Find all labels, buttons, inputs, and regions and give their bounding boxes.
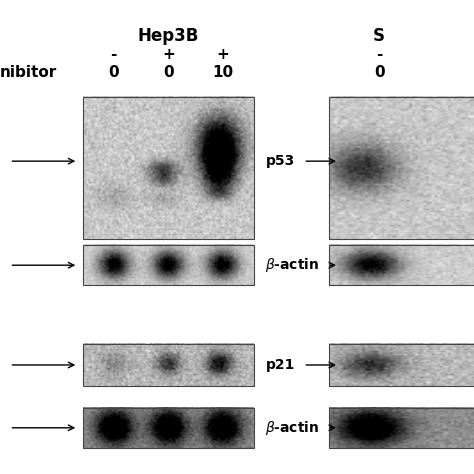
Text: $\beta$-actin: $\beta$-actin xyxy=(265,419,320,437)
Text: p21: p21 xyxy=(265,358,295,372)
Text: nibitor: nibitor xyxy=(0,64,57,80)
Text: -: - xyxy=(110,46,117,62)
Text: p53: p53 xyxy=(265,154,295,168)
Bar xyxy=(83,408,254,448)
Text: +: + xyxy=(217,46,229,62)
Bar xyxy=(329,408,474,448)
Text: 0: 0 xyxy=(374,64,384,80)
Bar xyxy=(329,245,474,285)
Text: +: + xyxy=(162,46,174,62)
Bar xyxy=(329,97,474,239)
Bar xyxy=(83,245,254,285)
Bar xyxy=(83,344,254,386)
Text: 0: 0 xyxy=(109,64,119,80)
Bar xyxy=(83,97,254,239)
Text: 10: 10 xyxy=(212,64,233,80)
Text: S: S xyxy=(373,27,385,45)
Text: $\beta$-actin: $\beta$-actin xyxy=(265,256,320,274)
Bar xyxy=(329,344,474,386)
Text: -: - xyxy=(376,46,383,62)
Text: Hep3B: Hep3B xyxy=(137,27,199,45)
Text: 0: 0 xyxy=(163,64,173,80)
